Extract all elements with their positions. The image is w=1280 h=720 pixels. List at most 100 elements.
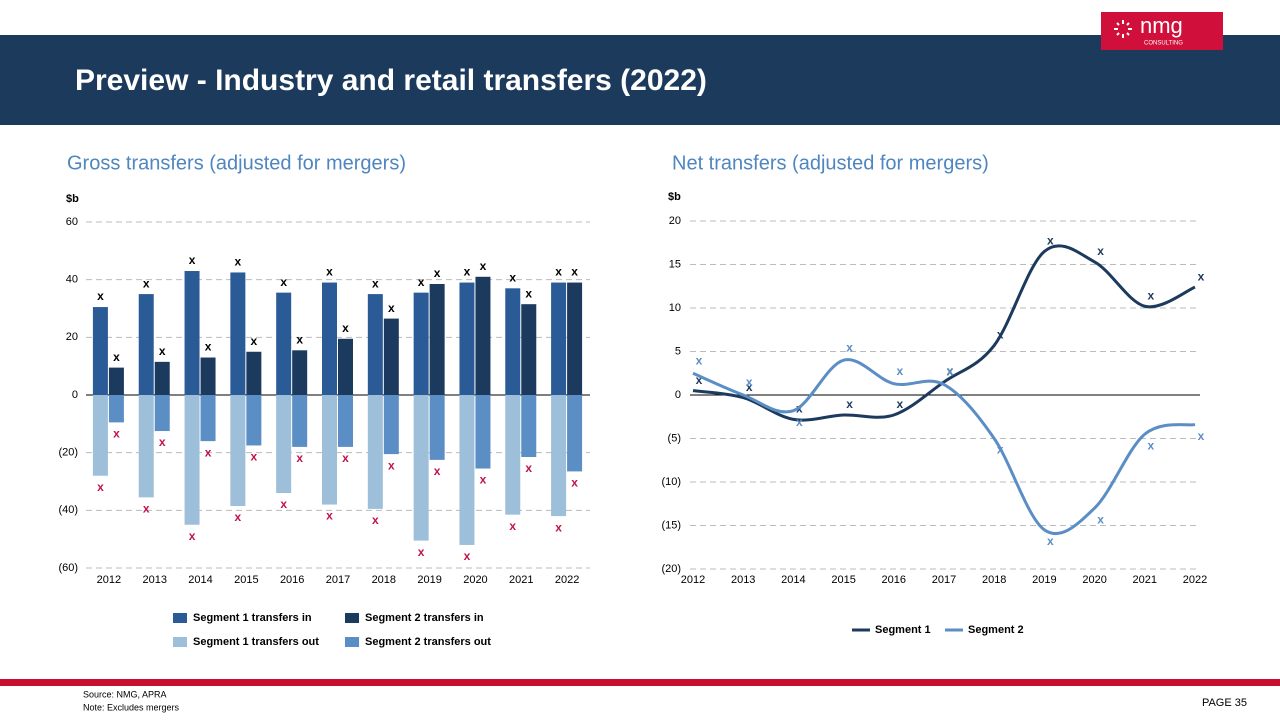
data-label: x — [143, 276, 150, 290]
bar — [459, 282, 475, 395]
x-tick-label: 2014 — [188, 574, 212, 586]
x-tick-label: 2016 — [882, 574, 906, 586]
data-label: x — [434, 266, 441, 280]
data-label: x — [555, 520, 562, 534]
data-label: x — [342, 321, 349, 335]
x-tick-label: 2020 — [463, 574, 487, 586]
bar — [92, 395, 108, 476]
legend-swatch — [345, 637, 359, 647]
data-label: x — [997, 328, 1004, 342]
x-tick-label: 2021 — [1133, 574, 1157, 586]
data-label: x — [251, 334, 258, 348]
bar — [521, 304, 537, 395]
data-label: x — [896, 364, 903, 378]
bar — [292, 395, 308, 447]
data-label: x — [326, 265, 333, 279]
data-label: x — [97, 480, 104, 494]
bar — [367, 294, 383, 395]
series-line — [692, 244, 1196, 422]
data-label: x — [464, 549, 471, 563]
data-label: x — [947, 364, 954, 378]
data-label: x — [947, 365, 954, 379]
bar — [338, 338, 353, 395]
bar — [567, 282, 583, 395]
data-label: x — [296, 451, 303, 465]
y-tick-label: (10) — [661, 476, 681, 488]
data-label: x — [480, 259, 487, 273]
bar — [138, 395, 154, 498]
x-tick-label: 2015 — [234, 574, 258, 586]
bar — [184, 395, 200, 525]
y-unit: $b — [668, 191, 681, 203]
bar — [505, 288, 521, 395]
data-label: x — [571, 476, 578, 490]
page-number: PAGE 35 — [1202, 697, 1247, 709]
data-label: x — [1097, 244, 1104, 258]
bar — [322, 282, 337, 395]
bar — [154, 361, 170, 395]
logo-name: nmg — [1140, 13, 1183, 38]
bar — [108, 367, 124, 395]
data-label: x — [388, 458, 395, 472]
data-label: x — [372, 276, 379, 290]
data-label: x — [1147, 438, 1154, 452]
bar — [413, 395, 429, 541]
logo-icon — [1114, 20, 1132, 38]
logo-box — [1101, 12, 1223, 50]
bar — [292, 350, 308, 395]
header-band — [0, 35, 1280, 125]
y-tick-label: 5 — [675, 345, 681, 357]
bar — [367, 395, 383, 509]
y-tick-label: (20) — [661, 563, 681, 575]
data-label: x — [846, 397, 853, 411]
x-tick-label: 2013 — [731, 574, 755, 586]
x-tick-label: 2019 — [417, 574, 441, 586]
bar — [200, 395, 216, 442]
y-tick-label: 20 — [669, 215, 681, 227]
data-label: x — [159, 435, 166, 449]
data-label: x — [1047, 534, 1054, 548]
bar — [246, 351, 262, 395]
data-label: x — [997, 443, 1004, 457]
bar — [567, 395, 583, 472]
y-tick-label: (40) — [58, 504, 78, 516]
data-label: x — [235, 255, 242, 269]
data-label: x — [326, 509, 333, 523]
series-line — [692, 358, 1196, 536]
bar — [475, 276, 491, 395]
x-tick-label: 2022 — [555, 574, 579, 586]
data-label: x — [796, 415, 803, 429]
data-label: x — [189, 529, 196, 543]
data-label: x — [97, 289, 104, 303]
bar — [230, 395, 246, 507]
data-label: x — [480, 473, 487, 487]
bar — [230, 272, 246, 395]
legend-label: Segment 2 transfers out — [365, 636, 491, 648]
legend-label: Segment 1 — [875, 624, 931, 636]
bar — [322, 395, 337, 505]
x-tick-label: 2015 — [831, 574, 855, 586]
x-tick-label: 2013 — [142, 574, 166, 586]
data-label: x — [113, 350, 120, 364]
x-tick-label: 2019 — [1032, 574, 1056, 586]
y-tick-label: 0 — [675, 389, 681, 401]
x-tick-label: 2017 — [932, 574, 956, 586]
slide-title: Preview - Industry and retail transfers … — [75, 64, 707, 97]
x-tick-label: 2014 — [781, 574, 805, 586]
data-label: x — [696, 353, 703, 367]
legend-label: Segment 2 transfers in — [365, 612, 484, 624]
legend-swatch — [173, 613, 187, 623]
data-label: x — [280, 497, 287, 511]
y-tick-label: (60) — [58, 562, 78, 574]
data-label: x — [1198, 429, 1205, 443]
data-label: x — [388, 301, 395, 315]
y-tick-label: 20 — [66, 331, 78, 343]
x-tick-label: 2012 — [97, 574, 121, 586]
bar — [200, 357, 216, 395]
footer-rule — [0, 679, 1280, 686]
data-label: x — [555, 265, 562, 279]
y-tick-label: 40 — [66, 274, 78, 286]
data-label: x — [571, 265, 578, 279]
data-label: x — [205, 445, 212, 459]
bar — [551, 395, 567, 517]
